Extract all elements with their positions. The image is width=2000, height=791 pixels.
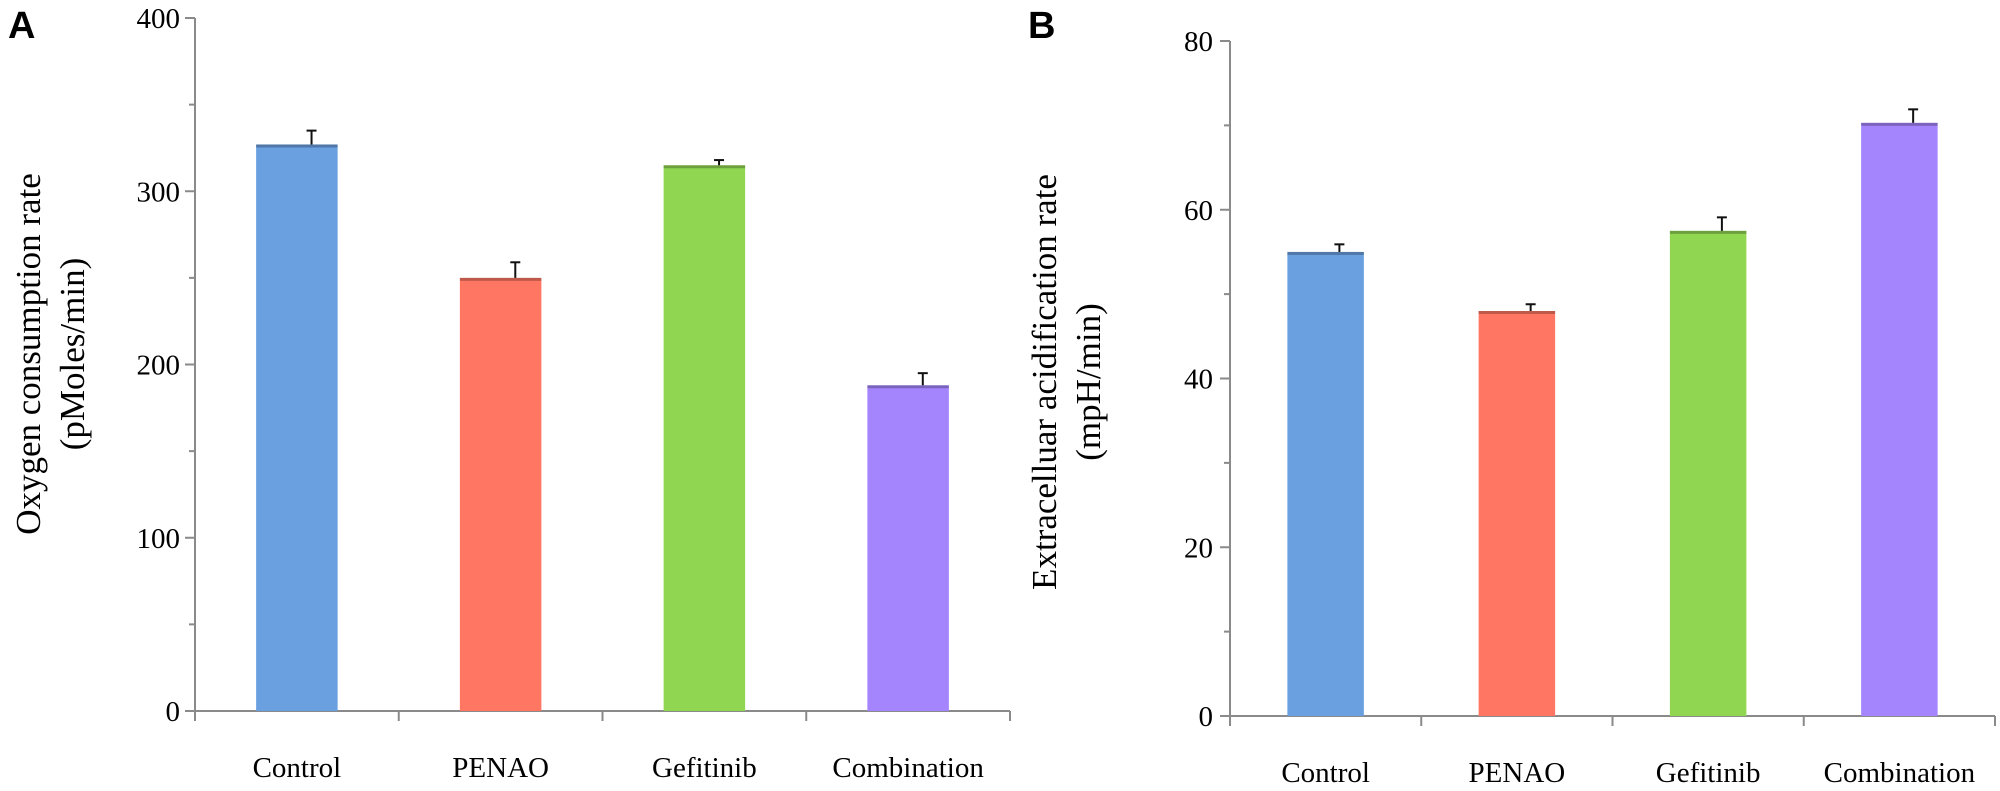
bar-penao [1478,311,1556,716]
y-axis-title-b-line2: (mpH/min) [1069,303,1108,460]
plot-area-b: 0 20 40 60 80 Control PENAO Gefitinib Combinatio… [1184,26,1996,789]
bar-top-edge [256,144,338,148]
bar-penao [459,277,542,711]
bar-top-edge [1478,311,1556,314]
panel-label-a: A [8,5,35,47]
y-tick-label: 20 [1184,532,1213,564]
plot-area-a: 0 100 200 300 400 Control PENAO Gefitinib Combin… [137,3,1011,784]
bar-gefitinib [1669,230,1747,716]
bar-top-edge [459,277,542,281]
y-tick-label: 0 [1199,701,1214,733]
panel-label-b: B [1028,5,1055,47]
chart-panel-a: A Oxygen consumption rate (pMoles/min) 0… [8,3,1011,784]
bar-top-edge [663,165,746,169]
x-category-label: PENAO [1469,757,1566,789]
bar-combination [867,385,949,711]
y-tick-label: 0 [166,696,181,728]
bar-combination [1861,122,1938,716]
chart-panel-b: B Extracelluar acidification rate (mpH/m… [1025,5,1996,789]
x-category-label: Gefitinib [1656,757,1761,789]
y-axis-title-a-line2: (pMoles/min) [53,258,92,450]
bar-top-edge [1861,122,1938,126]
y-tick-label: 60 [1184,195,1213,227]
y-axis-title-a-line1: Oxygen consumption rate [9,173,48,535]
x-category-label: Combination [832,752,984,784]
x-category-label: Combination [1824,757,1976,789]
bar-control [256,144,338,711]
y-tick-label: 200 [137,350,181,382]
bar-top-edge [1287,251,1364,255]
y-tick-label: 40 [1184,364,1213,396]
y-tick-label: 400 [137,3,181,35]
bar-top-edge [1669,230,1747,234]
bar-top-edge [867,385,949,389]
x-category-label: Control [1281,757,1370,789]
bar-control [1287,251,1364,716]
y-axis-title-b-line1: Extracelluar acidification rate [1025,174,1064,590]
x-category-label: PENAO [452,752,549,784]
y-tick-label: 300 [137,176,181,208]
y-tick-label: 100 [137,523,181,555]
y-tick-label: 80 [1184,26,1213,58]
x-category-label: Gefitinib [652,752,757,784]
x-category-label: Control [253,752,342,784]
bar-gefitinib [663,165,746,711]
